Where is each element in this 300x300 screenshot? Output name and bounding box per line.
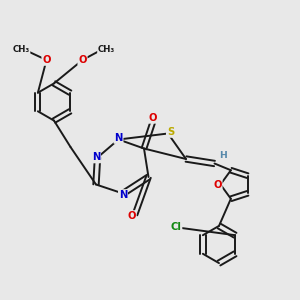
Text: H: H xyxy=(220,151,227,160)
Text: N: N xyxy=(119,190,127,200)
Text: O: O xyxy=(213,179,222,190)
Text: N: N xyxy=(92,152,100,163)
Text: O: O xyxy=(42,55,51,65)
Text: Cl: Cl xyxy=(171,221,182,232)
Text: CH₃: CH₃ xyxy=(12,45,30,54)
Text: O: O xyxy=(78,55,87,65)
Text: N: N xyxy=(114,133,123,143)
Text: O: O xyxy=(149,113,157,123)
Text: CH₃: CH₃ xyxy=(98,45,115,54)
Text: O: O xyxy=(127,211,136,221)
Text: S: S xyxy=(167,127,174,137)
